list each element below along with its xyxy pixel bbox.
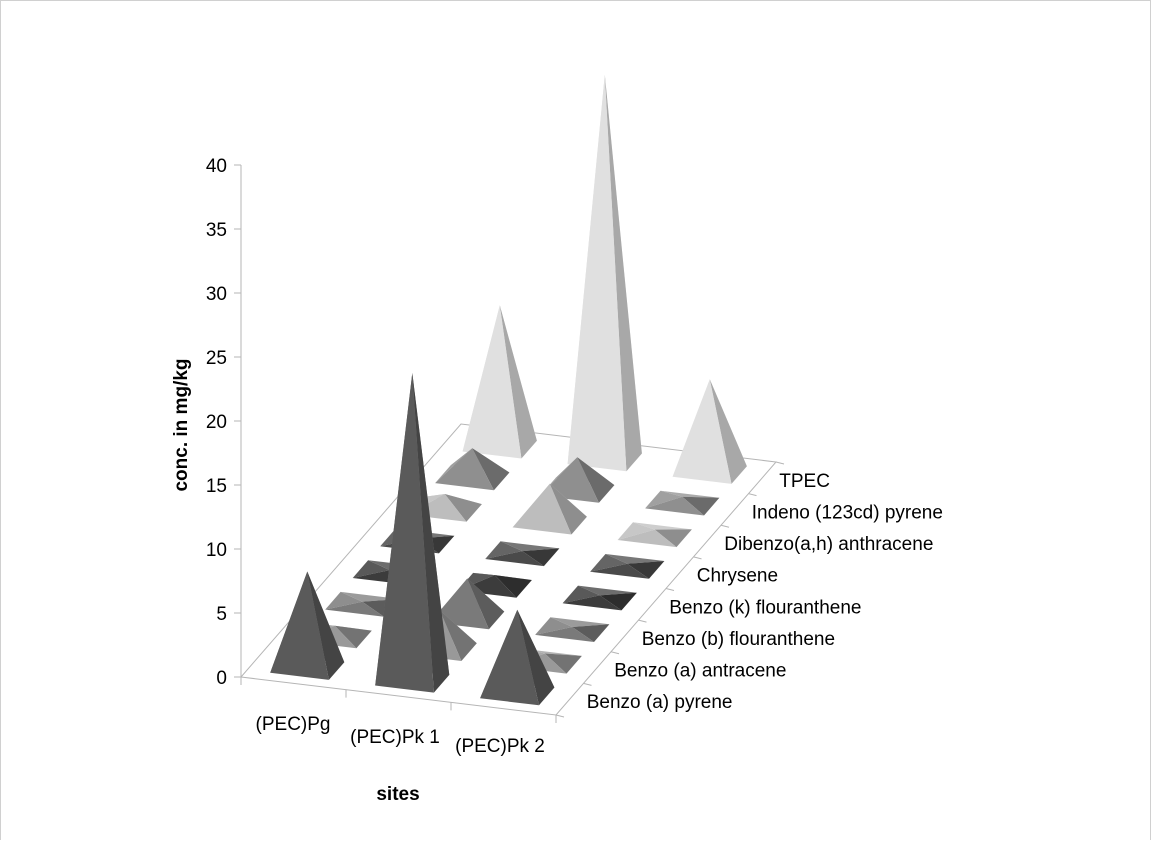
y-tick-label: 10 (206, 540, 227, 561)
y-tick-label: 25 (206, 348, 227, 369)
x-axis-categories: (PEC)Pg (PEC)Pk 1 (PEC)Pk 2 (240, 677, 557, 757)
x-category-label: (PEC)Pg (256, 714, 331, 735)
depth-tick-mark (748, 493, 757, 497)
y-tick-label: 15 (206, 476, 227, 497)
pyramid-mark (485, 541, 560, 567)
pyramid-mark (617, 522, 692, 548)
depth-tick-mark (555, 714, 565, 718)
depth-series-label: Benzo (k) flouranthene (669, 597, 861, 618)
depth-axis-series-labels: Benzo (a) pyrene Benzo (a) antracene Benzo… (555, 461, 943, 718)
depth-tick-mark (638, 619, 647, 623)
pyramid-mark (562, 585, 637, 611)
x-category-label: (PEC)Pk 1 (350, 727, 440, 748)
pyramid-mark (462, 305, 537, 459)
pyramid-mark (535, 617, 610, 642)
depth-series-label: TPEC (779, 471, 830, 492)
pyramid-mark (590, 554, 665, 579)
pyramid-mark (375, 373, 450, 693)
pyramid-mark (270, 571, 345, 680)
y-axis-title: conc. in mg/kg (171, 358, 192, 491)
depth-series-label: Benzo (b) flouranthene (642, 629, 835, 650)
pyramid-mark (672, 379, 747, 484)
depth-tick-mark (693, 556, 702, 560)
y-tick-label: 40 (206, 156, 227, 177)
depth-tick-mark (775, 461, 785, 465)
pyramid-mark (325, 591, 400, 617)
pyramid-mark (567, 74, 642, 472)
y-axis-ticks: 0 5 10 15 20 25 30 35 40 (206, 156, 241, 689)
depth-tick-mark (665, 588, 675, 591)
pyramid-mark (645, 490, 720, 516)
depth-tick-mark (720, 524, 730, 528)
depth-series-label: Chrysene (697, 566, 778, 587)
depth-series-label: Benzo (a) antracene (614, 661, 786, 682)
y-tick-label: 0 (216, 668, 227, 689)
pyramid-mark (435, 448, 510, 491)
y-tick-label: 35 (206, 220, 227, 241)
depth-tick-mark (610, 651, 620, 655)
depth-series-label: Benzo (a) pyrene (587, 692, 733, 713)
y-tick-label: 5 (216, 604, 227, 625)
x-category-label: (PEC)Pk 2 (455, 736, 545, 757)
y-tick-label: 30 (206, 284, 227, 305)
depth-series-label: Dibenzo(a,h) anthracene (724, 534, 933, 555)
pyramids (270, 74, 747, 706)
y-tick-label: 20 (206, 412, 227, 433)
depth-tick-mark (583, 682, 592, 686)
x-axis-title: sites (376, 784, 419, 805)
pyramid-mark (512, 483, 587, 535)
depth-series-label: Indeno (123cd) pyrene (752, 502, 943, 523)
pyramid-mark (480, 609, 555, 706)
